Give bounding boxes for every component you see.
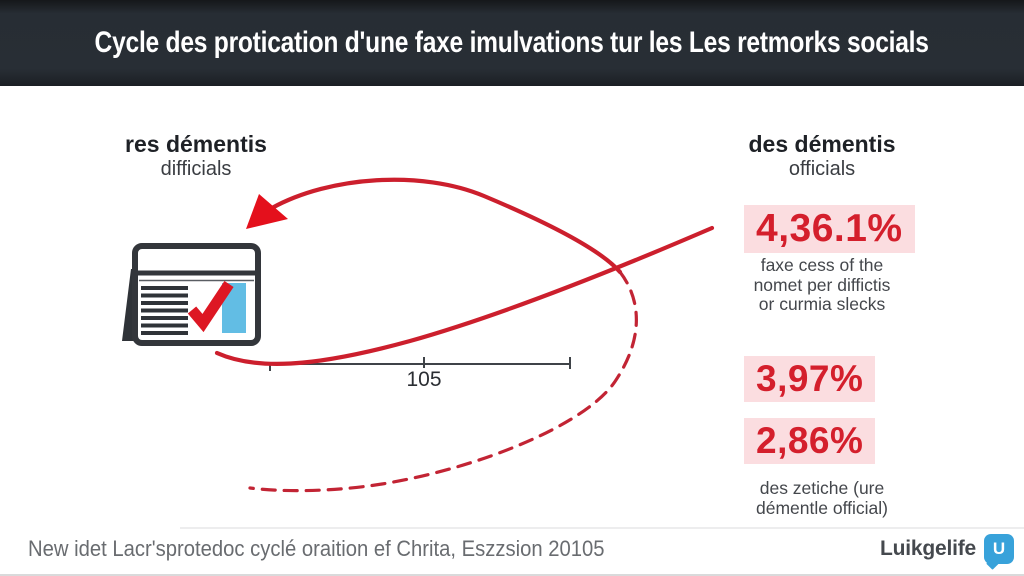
stat-value-1: 4,36.1% [744, 205, 915, 253]
arrowhead-icon [246, 194, 288, 229]
brand-name: Luikgelife [880, 537, 977, 560]
label-denials-right: des démentis officials [712, 131, 932, 181]
red-checkmark-icon [187, 280, 234, 333]
page-title: Cycle des protication d'une faxe imulvat… [94, 26, 930, 59]
newspaper-checkmark-icon [122, 243, 261, 346]
source-attribution: New idet Lacr'sprotedoc cyclé oraition e… [28, 536, 605, 561]
brand-watermark: Luikgelife U [880, 534, 1015, 570]
timeline-axis [269, 357, 571, 371]
label-right-line2: officials [788, 158, 856, 180]
propagation-curve [214, 225, 715, 366]
axis-tick-label: 105 [406, 368, 442, 391]
newspaper-text-lines [141, 286, 188, 335]
decay-dashed-curve [248, 270, 638, 493]
label-left-line2: difficials [160, 158, 232, 180]
stat-caption-1: faxe cess of the nomet per diffictis or … [753, 255, 891, 314]
brand-logo-icon: U [984, 534, 1015, 570]
label-left-line1: res démentis [125, 131, 267, 157]
stat-value-3: 2,86% [744, 418, 876, 464]
header-bar: Cycle des protication d'une faxe imulvat… [0, 0, 1024, 86]
label-denials-left: res démentis difficials [86, 131, 306, 181]
footer-divider [180, 527, 1024, 529]
brand-logo-letter: U [992, 539, 1006, 558]
stat-caption-2: des zetiche (ure démentle official) [756, 478, 888, 518]
bottom-edge-line [0, 574, 1024, 576]
return-arc [269, 177, 623, 275]
stat-value-2: 3,97% [744, 356, 876, 402]
label-right-line1: des démentis [748, 131, 896, 157]
